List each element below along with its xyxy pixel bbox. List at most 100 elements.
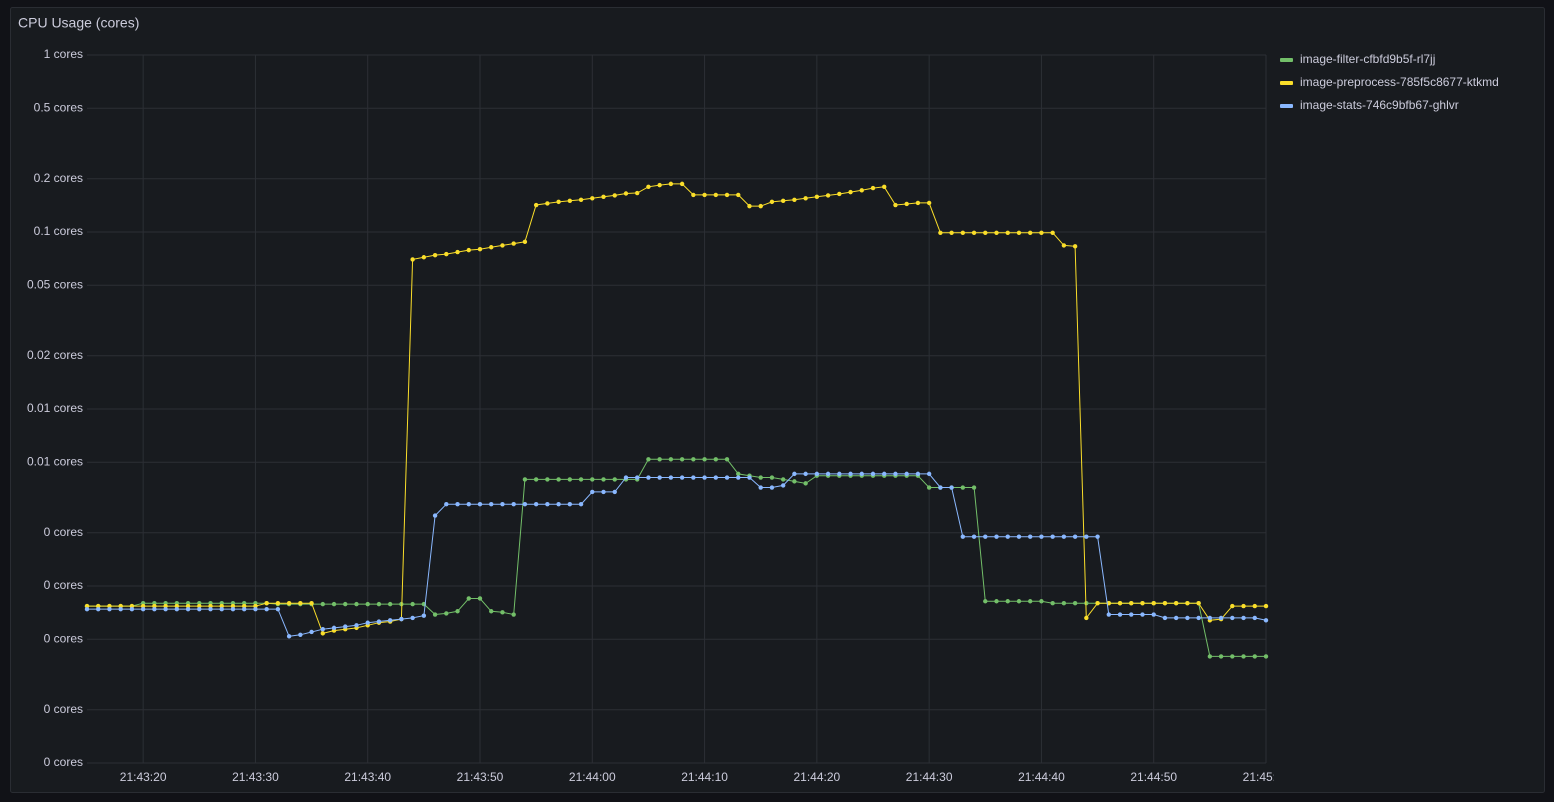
data-point [275, 600, 281, 606]
data-point [107, 606, 112, 612]
x-tick-label: 21:43:30 [232, 770, 279, 784]
legend-swatch [1280, 81, 1293, 85]
data-point [421, 255, 427, 260]
data-point [1117, 612, 1123, 617]
data-point [926, 485, 932, 490]
y-tick-label: 0 cores [44, 702, 83, 716]
data-point [702, 475, 707, 480]
data-point [1230, 654, 1235, 659]
data-point [152, 606, 157, 612]
data-point [803, 481, 808, 486]
data-point [994, 599, 999, 604]
data-point [432, 513, 438, 518]
data-point [477, 501, 483, 507]
data-point [825, 471, 831, 477]
data-point [1117, 600, 1123, 606]
data-point [331, 625, 337, 631]
data-point [298, 632, 303, 638]
data-point [1061, 600, 1067, 606]
data-point [882, 184, 887, 190]
data-point [1129, 600, 1134, 606]
data-point [1173, 600, 1179, 606]
x-tick-label: 21:44:40 [1018, 770, 1065, 784]
x-tick-label: 21:43:40 [344, 770, 391, 784]
data-point [713, 475, 718, 480]
data-point [1039, 599, 1044, 604]
data-point [365, 620, 370, 625]
data-point [1072, 534, 1078, 539]
data-point [1061, 243, 1067, 248]
data-point [96, 603, 101, 609]
data-point [174, 603, 180, 609]
data-point [376, 619, 382, 624]
data-point [635, 190, 640, 196]
data-point [152, 603, 157, 609]
data-point [904, 471, 909, 477]
data-point [1016, 230, 1022, 235]
data-point [522, 501, 528, 507]
data-point [736, 192, 741, 198]
data-point [949, 230, 954, 235]
legend-swatch [1280, 104, 1293, 108]
data-point [1039, 534, 1044, 539]
data-point [1185, 615, 1190, 621]
x-tick-label: 21:44:00 [569, 770, 616, 784]
data-point [533, 202, 539, 208]
data-point [702, 192, 707, 198]
data-point [197, 603, 202, 609]
data-point [1252, 654, 1257, 659]
series-line [87, 458, 1266, 657]
data-point [679, 181, 685, 187]
data-point [971, 485, 977, 490]
data-point [1095, 534, 1100, 539]
data-point [736, 471, 741, 477]
data-point [837, 191, 842, 197]
data-point [668, 457, 674, 462]
data-point [230, 606, 236, 612]
data-point [971, 230, 977, 235]
data-point [983, 230, 988, 235]
data-point [612, 489, 617, 495]
data-point [668, 181, 674, 187]
data-point [578, 197, 584, 203]
data-point [915, 200, 921, 206]
y-tick-label: 0.2 cores [34, 171, 83, 185]
data-point [1106, 612, 1112, 617]
data-point [691, 192, 696, 198]
data-point [511, 612, 516, 617]
data-point [590, 489, 595, 495]
data-point [455, 249, 460, 255]
data-point [893, 202, 898, 208]
data-point [713, 192, 718, 198]
data-point [646, 184, 651, 190]
data-point [1263, 603, 1269, 609]
data-point [511, 241, 516, 246]
data-point [545, 477, 550, 482]
legend-swatch [1280, 58, 1293, 62]
data-point [354, 623, 359, 628]
data-point [1151, 600, 1156, 606]
data-point [309, 600, 314, 606]
x-tick-label: 21:43:20 [120, 770, 167, 784]
data-point [1084, 615, 1089, 621]
data-point [556, 477, 561, 482]
data-point [466, 501, 471, 507]
data-point [926, 200, 932, 206]
data-point [466, 596, 471, 601]
y-tick-label: 1 cores [44, 47, 83, 61]
data-point [118, 603, 123, 609]
data-point [1196, 600, 1201, 606]
data-point [747, 203, 752, 209]
data-point [219, 603, 224, 609]
data-point [1241, 603, 1246, 609]
data-point [646, 457, 651, 462]
data-point [904, 201, 909, 207]
data-point [320, 601, 325, 607]
data-point [1140, 612, 1145, 617]
data-point [859, 188, 864, 193]
x-tick-label: 21:43:50 [457, 770, 504, 784]
data-point [500, 501, 505, 507]
data-point [657, 182, 662, 188]
data-point [1005, 230, 1010, 235]
